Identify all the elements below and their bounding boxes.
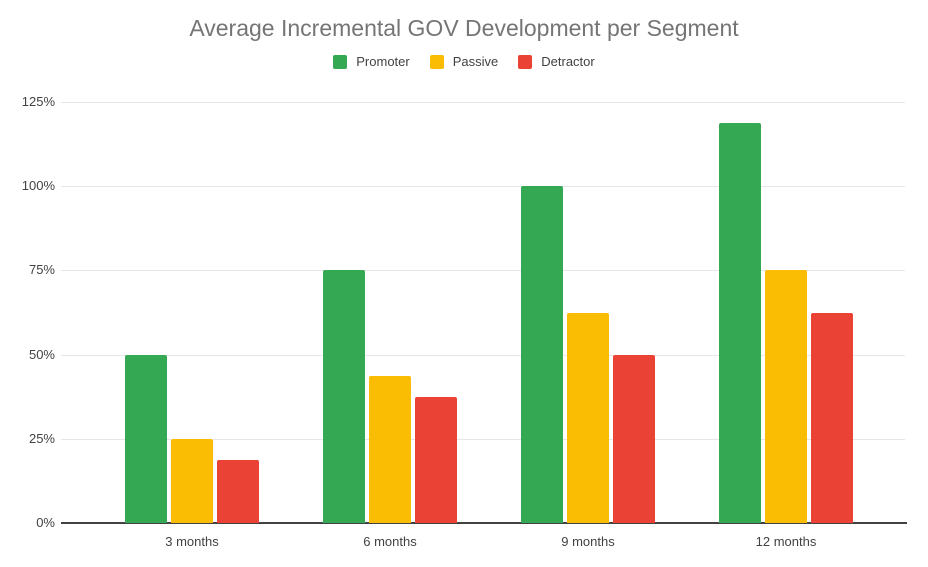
legend-label: Passive bbox=[452, 54, 499, 69]
y-tick-label: 0% bbox=[36, 515, 55, 530]
legend-swatch-icon bbox=[518, 54, 533, 69]
bar-promoter-6-months bbox=[323, 270, 365, 523]
legend-item-promoter: Promoter bbox=[333, 54, 410, 69]
legend-item-passive: Passive bbox=[429, 54, 499, 69]
legend-item-detractor: Detractor bbox=[518, 54, 595, 69]
gridline-100% bbox=[61, 186, 905, 188]
x-tick-label: 12 months bbox=[755, 534, 817, 549]
bar-detractor-3-months bbox=[217, 459, 259, 523]
chart-title: Average Incremental GOV Development per … bbox=[189, 15, 739, 41]
bar-detractor-6-months bbox=[415, 396, 457, 523]
bar-promoter-9-months bbox=[521, 186, 563, 523]
gridline-125% bbox=[61, 102, 905, 103]
x-tick-label: 9 months bbox=[561, 534, 615, 549]
plot-area bbox=[61, 102, 907, 524]
bar-passive-9-months bbox=[567, 312, 609, 523]
legend-swatch-icon bbox=[429, 54, 444, 69]
y-tick-label: 100% bbox=[21, 178, 55, 194]
bar-promoter-3-months bbox=[125, 354, 167, 523]
bar-promoter-12-months bbox=[719, 123, 761, 523]
gridline-50% bbox=[61, 354, 905, 356]
bar-passive-12-months bbox=[765, 270, 807, 523]
chart-legend: Promoter Passive Detractor bbox=[0, 54, 928, 69]
bar-detractor-9-months bbox=[613, 354, 655, 523]
y-tick-label: 50% bbox=[28, 346, 55, 362]
y-tick-label: 25% bbox=[28, 430, 55, 446]
gridline-75% bbox=[61, 270, 905, 272]
bar-passive-6-months bbox=[369, 375, 411, 523]
y-tick-label: 75% bbox=[28, 262, 55, 278]
x-tick-label: 3 months bbox=[165, 534, 219, 549]
gridline-25% bbox=[61, 438, 905, 440]
bar-detractor-12-months bbox=[811, 312, 853, 523]
x-tick-label: 6 months bbox=[363, 534, 417, 549]
bar-passive-3-months bbox=[171, 438, 213, 523]
x-axis-baseline bbox=[61, 522, 907, 524]
legend-swatch-icon bbox=[333, 54, 348, 69]
legend-label: Promoter bbox=[356, 54, 410, 69]
legend-label: Detractor bbox=[541, 54, 595, 69]
y-tick-label: 125% bbox=[21, 94, 55, 109]
